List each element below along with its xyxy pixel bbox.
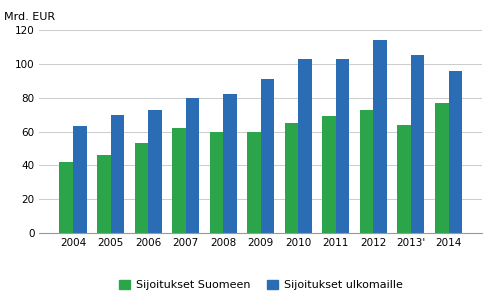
Bar <box>336 59 349 233</box>
Bar <box>360 109 373 233</box>
Bar <box>435 103 449 233</box>
Bar <box>373 40 387 233</box>
Bar <box>411 55 425 233</box>
Bar <box>73 126 87 233</box>
Bar <box>223 94 237 233</box>
Bar <box>298 59 312 233</box>
Bar <box>148 109 162 233</box>
Bar <box>261 79 274 233</box>
Bar <box>322 116 336 233</box>
Bar <box>285 123 298 233</box>
Bar <box>111 115 124 233</box>
Bar <box>135 144 148 233</box>
Bar <box>449 71 462 233</box>
Bar <box>185 98 199 233</box>
Text: Mrd. EUR: Mrd. EUR <box>4 12 55 22</box>
Bar <box>97 155 111 233</box>
Bar <box>247 132 261 233</box>
Bar <box>172 128 185 233</box>
Bar <box>210 132 223 233</box>
Bar <box>60 162 73 233</box>
Bar <box>398 125 411 233</box>
Legend: Sijoitukset Suomeen, Sijoitukset ulkomaille: Sijoitukset Suomeen, Sijoitukset ulkomai… <box>115 275 407 295</box>
